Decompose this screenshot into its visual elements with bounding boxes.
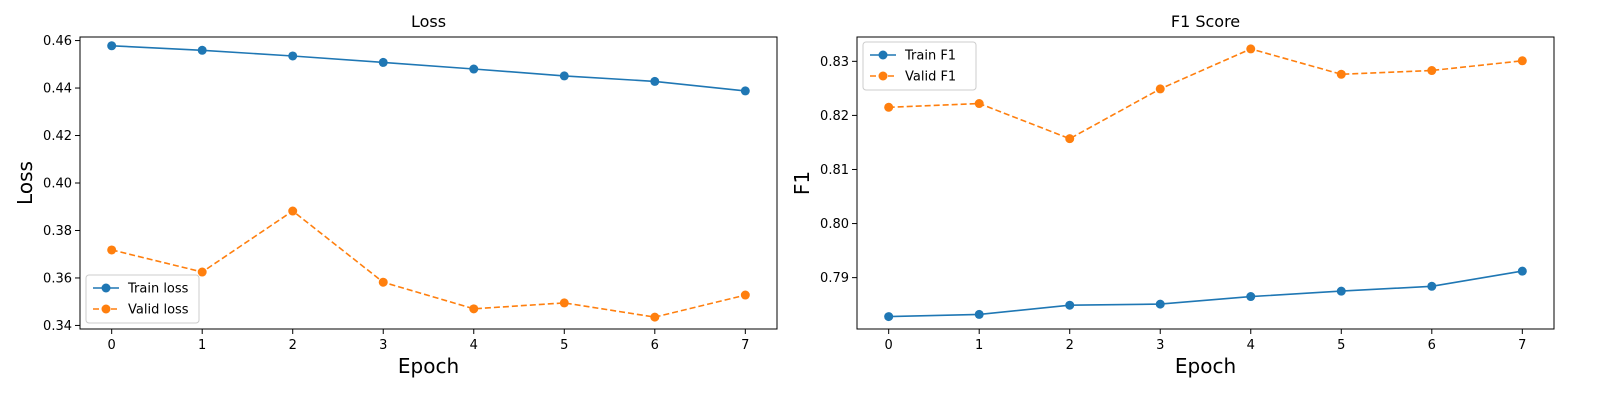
data-point <box>107 245 117 255</box>
legend: Train loss Valid loss <box>85 274 200 324</box>
legend-label: Valid F1 <box>905 70 956 85</box>
data-point <box>1065 300 1075 310</box>
x-tick-label: 5 <box>1337 338 1345 353</box>
y-axis-label: Loss <box>13 161 37 205</box>
data-point <box>1155 84 1165 94</box>
data-point <box>650 76 660 86</box>
x-tick-label: 3 <box>1156 338 1164 353</box>
legend-marker <box>101 283 111 293</box>
x-tick-label: 4 <box>470 338 478 353</box>
x-tick-label: 1 <box>198 338 206 353</box>
data-point <box>107 41 117 51</box>
data-point <box>1065 134 1075 144</box>
x-axis-label: Epoch <box>398 354 459 378</box>
legend-box <box>85 274 200 324</box>
x-tick-label: 0 <box>108 338 116 353</box>
y-tick-label: 0.36 <box>43 271 72 286</box>
x-tick-label: 2 <box>289 338 297 353</box>
legend-label: Valid loss <box>128 303 189 318</box>
data-point <box>884 312 894 322</box>
x-tick-label: 0 <box>885 338 893 353</box>
data-point <box>884 102 894 112</box>
legend-label: Train loss <box>127 282 189 297</box>
data-point <box>378 57 388 67</box>
y-tick-label: 0.82 <box>820 109 849 124</box>
data-point <box>1336 69 1346 79</box>
data-point <box>197 45 207 55</box>
x-tick-label: 4 <box>1247 338 1255 353</box>
data-point <box>974 99 984 109</box>
y-tick-label: 0.38 <box>43 224 72 239</box>
x-tick-label: 6 <box>651 338 659 353</box>
y-tick-label: 0.83 <box>820 55 849 70</box>
data-point <box>469 64 479 74</box>
series-line-valid-f1 <box>888 48 1523 140</box>
legend: Train F1 Valid F1 <box>862 41 977 91</box>
data-point <box>1427 281 1437 291</box>
x-tick-label: 1 <box>975 338 983 353</box>
series-line-train-f1 <box>888 270 1523 318</box>
y-tick-label: 0.44 <box>43 82 72 97</box>
data-point <box>288 51 298 61</box>
x-axis-label: Epoch <box>1175 354 1236 378</box>
y-tick-label: 0.80 <box>820 217 849 232</box>
chart-title: F1 Score <box>1171 12 1240 31</box>
data-point <box>1246 44 1256 54</box>
legend-marker <box>878 71 888 81</box>
series-line-train-loss <box>111 45 746 92</box>
data-point <box>1336 286 1346 296</box>
data-point <box>197 267 207 277</box>
data-point <box>559 298 569 308</box>
data-point <box>288 206 298 216</box>
legend-box <box>862 41 977 91</box>
y-tick-label: 0.34 <box>43 319 72 334</box>
x-tick-label: 5 <box>560 338 568 353</box>
legend-marker <box>101 304 111 314</box>
data-point <box>650 312 660 322</box>
x-tick-label: 7 <box>741 338 749 353</box>
f1-chart: F1 Score 0 1 2 3 4 5 6 7 0.79 0.80 0.81 0.82 0.83 Epoc… <box>790 12 1555 378</box>
data-point <box>469 304 479 314</box>
data-point <box>1246 292 1256 302</box>
data-point <box>559 71 569 81</box>
data-point <box>974 309 984 319</box>
y-tick-label: 0.42 <box>43 129 72 144</box>
data-point <box>740 86 750 96</box>
y-axis-label: F1 <box>790 171 814 195</box>
legend-marker <box>878 50 888 60</box>
data-point <box>378 277 388 287</box>
series-line-valid-loss <box>111 210 746 318</box>
x-tick-label: 6 <box>1428 338 1436 353</box>
loss-chart: Loss 0 1 2 3 4 5 6 7 0.34 0.36 0.38 0.40 0.42 0.44 0.46… <box>13 12 778 378</box>
data-point <box>1517 266 1527 276</box>
data-point <box>1517 56 1527 66</box>
y-tick-label: 0.40 <box>43 177 72 192</box>
plot-frame <box>79 36 778 330</box>
data-point <box>1155 299 1165 309</box>
plot-frame <box>856 36 1555 330</box>
x-tick-label: 3 <box>379 338 387 353</box>
x-tick-label: 7 <box>1518 338 1526 353</box>
data-point <box>1427 66 1437 76</box>
y-tick-label: 0.46 <box>43 34 72 49</box>
legend-label: Train F1 <box>904 49 956 64</box>
x-tick-label: 2 <box>1066 338 1074 353</box>
chart-title: Loss <box>411 12 446 31</box>
data-point <box>740 290 750 300</box>
y-tick-label: 0.81 <box>820 163 849 178</box>
y-tick-label: 0.79 <box>820 271 849 286</box>
